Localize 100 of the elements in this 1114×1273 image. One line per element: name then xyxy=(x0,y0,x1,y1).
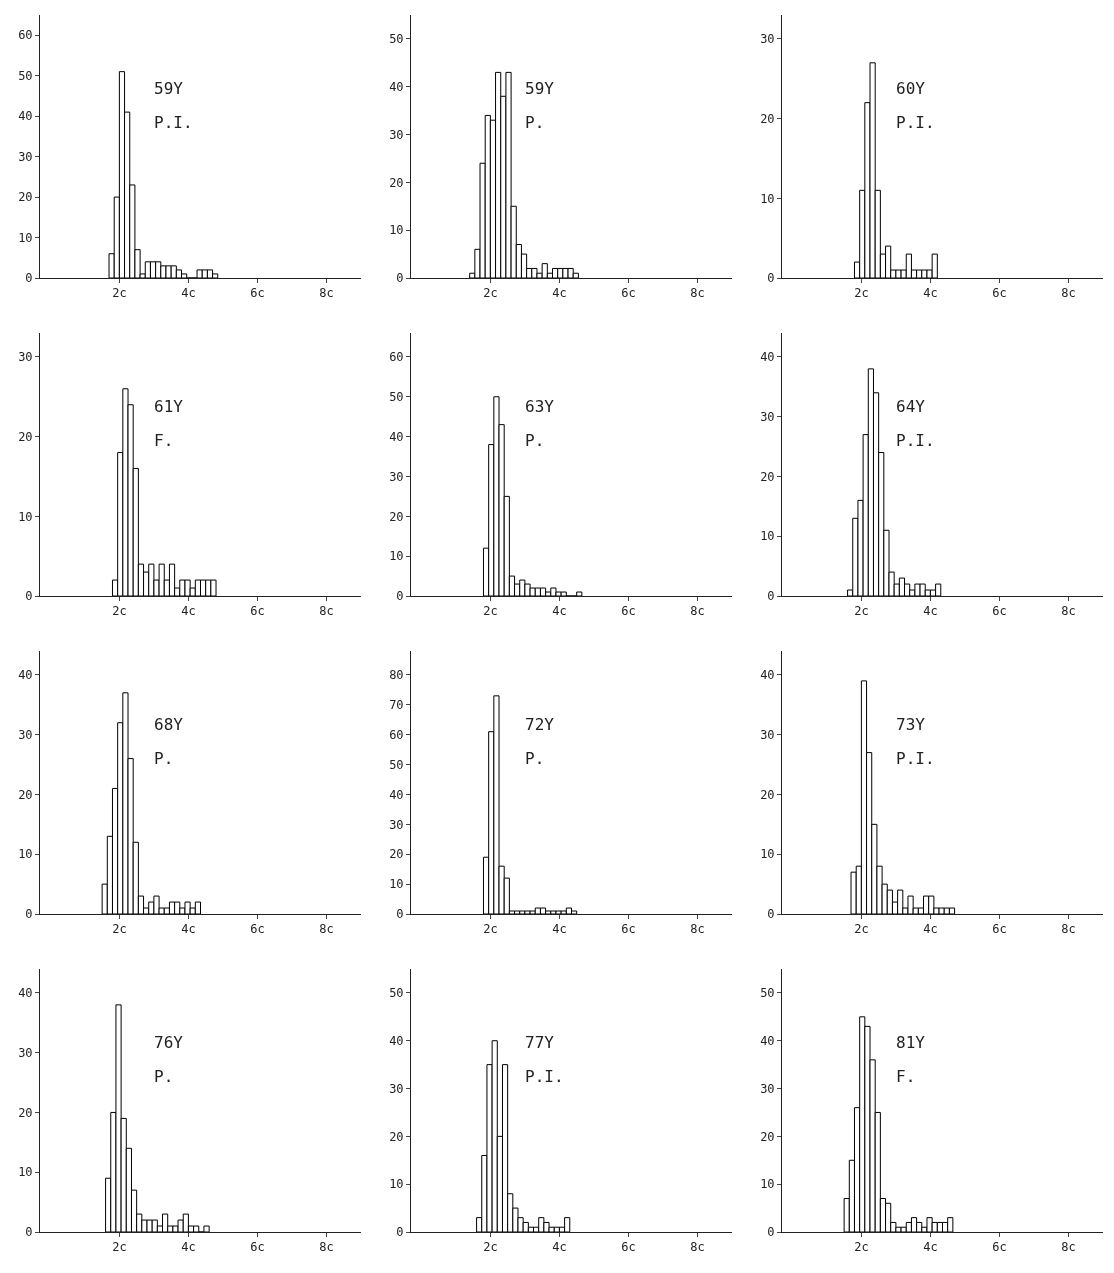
x-tick-label: 2c xyxy=(854,922,869,937)
x-tick-label: 6c xyxy=(992,604,1007,619)
y-tick-label: 0 xyxy=(396,1225,404,1240)
x-tick-label: 8c xyxy=(319,604,334,619)
annotation: P. xyxy=(525,431,545,450)
x-tick-label: 6c xyxy=(250,922,265,937)
y-tick-label: 10 xyxy=(389,877,404,892)
x-tick-label: 8c xyxy=(1061,604,1076,619)
annotation: 73Y xyxy=(896,715,926,734)
y-tick-label: 10 xyxy=(760,191,775,206)
y-tick-label: 10 xyxy=(18,847,33,862)
annotation: 60Y xyxy=(896,79,926,98)
x-tick-label: 2c xyxy=(112,604,127,619)
x-tick-label: 6c xyxy=(992,922,1007,937)
annotation: 63Y xyxy=(525,397,555,416)
y-tick-label: 50 xyxy=(18,68,33,83)
x-tick-label: 6c xyxy=(250,1240,265,1255)
y-tick-label: 50 xyxy=(389,757,404,772)
annotation: 81Y xyxy=(896,1033,926,1052)
y-tick-label: 40 xyxy=(389,429,404,444)
x-tick-label: 4c xyxy=(552,922,567,937)
x-tick-label: 6c xyxy=(992,286,1007,301)
y-tick-label: 0 xyxy=(767,1225,775,1240)
annotation: 77Y xyxy=(525,1033,555,1052)
annotation: P.I. xyxy=(896,113,935,132)
y-tick-label: 10 xyxy=(389,549,404,564)
y-tick-label: 60 xyxy=(389,727,404,742)
annotation: P. xyxy=(525,113,545,132)
x-tick-label: 4c xyxy=(552,604,567,619)
y-tick-label: 30 xyxy=(760,409,775,424)
y-tick-label: 0 xyxy=(396,589,404,604)
y-tick-label: 0 xyxy=(25,1225,33,1240)
annotation: P. xyxy=(154,749,174,768)
y-tick-label: 10 xyxy=(18,1165,33,1180)
y-tick-label: 0 xyxy=(396,271,404,286)
y-tick-label: 0 xyxy=(767,907,775,922)
y-tick-label: 40 xyxy=(760,668,775,683)
annotation: F. xyxy=(154,431,174,450)
x-tick-label: 6c xyxy=(621,286,636,301)
x-tick-label: 6c xyxy=(621,1240,636,1255)
annotation: P. xyxy=(525,749,545,768)
y-tick-label: 10 xyxy=(389,223,404,238)
y-tick-label: 20 xyxy=(760,1129,775,1144)
x-tick-label: 4c xyxy=(923,286,938,301)
y-tick-label: 40 xyxy=(18,986,33,1001)
annotation: 59Y xyxy=(525,79,555,98)
y-tick-label: 10 xyxy=(389,1177,404,1192)
annotation: P. xyxy=(154,1067,174,1086)
y-tick-label: 40 xyxy=(760,1033,775,1048)
x-tick-label: 2c xyxy=(483,922,498,937)
y-tick-label: 30 xyxy=(389,127,404,142)
y-tick-label: 20 xyxy=(18,190,33,205)
y-tick-label: 50 xyxy=(389,986,404,1001)
x-tick-label: 2c xyxy=(854,1240,869,1255)
x-tick-label: 4c xyxy=(923,922,938,937)
x-tick-label: 6c xyxy=(250,604,265,619)
y-tick-label: 0 xyxy=(25,271,33,286)
y-tick-label: 10 xyxy=(760,529,775,544)
y-tick-label: 60 xyxy=(389,350,404,365)
y-tick-label: 10 xyxy=(760,847,775,862)
y-tick-label: 20 xyxy=(18,429,33,444)
y-tick-label: 30 xyxy=(389,1081,404,1096)
x-tick-label: 2c xyxy=(483,286,498,301)
y-tick-label: 0 xyxy=(767,271,775,286)
y-tick-label: 50 xyxy=(389,389,404,404)
y-tick-label: 40 xyxy=(389,787,404,802)
y-tick-label: 30 xyxy=(389,469,404,484)
y-tick-label: 0 xyxy=(25,907,33,922)
y-tick-label: 30 xyxy=(389,817,404,832)
x-tick-label: 6c xyxy=(992,1240,1007,1255)
x-tick-label: 8c xyxy=(319,922,334,937)
x-tick-label: 8c xyxy=(319,286,334,301)
annotation: 68Y xyxy=(154,715,184,734)
y-tick-label: 30 xyxy=(18,727,33,742)
y-tick-label: 20 xyxy=(760,111,775,126)
y-tick-label: 40 xyxy=(389,1033,404,1048)
y-tick-label: 0 xyxy=(396,907,404,922)
x-tick-label: 4c xyxy=(923,1240,938,1255)
y-tick-label: 30 xyxy=(18,149,33,164)
y-tick-label: 30 xyxy=(760,727,775,742)
y-tick-label: 20 xyxy=(389,175,404,190)
annotation: P.I. xyxy=(525,1067,564,1086)
x-tick-label: 8c xyxy=(1061,286,1076,301)
y-tick-label: 0 xyxy=(25,589,33,604)
x-tick-label: 6c xyxy=(250,286,265,301)
y-tick-label: 10 xyxy=(18,230,33,245)
annotation: P.I. xyxy=(896,749,935,768)
y-tick-label: 20 xyxy=(389,1129,404,1144)
y-tick-label: 30 xyxy=(760,1081,775,1096)
x-tick-label: 8c xyxy=(690,286,705,301)
y-tick-label: 50 xyxy=(389,32,404,47)
y-tick-label: 10 xyxy=(760,1177,775,1192)
y-tick-label: 0 xyxy=(767,589,775,604)
y-tick-label: 20 xyxy=(389,847,404,862)
x-tick-label: 8c xyxy=(1061,922,1076,937)
x-tick-label: 6c xyxy=(621,922,636,937)
y-tick-label: 30 xyxy=(18,1045,33,1060)
y-tick-label: 10 xyxy=(18,509,33,524)
annotation: 61Y xyxy=(154,397,184,416)
x-tick-label: 4c xyxy=(923,604,938,619)
